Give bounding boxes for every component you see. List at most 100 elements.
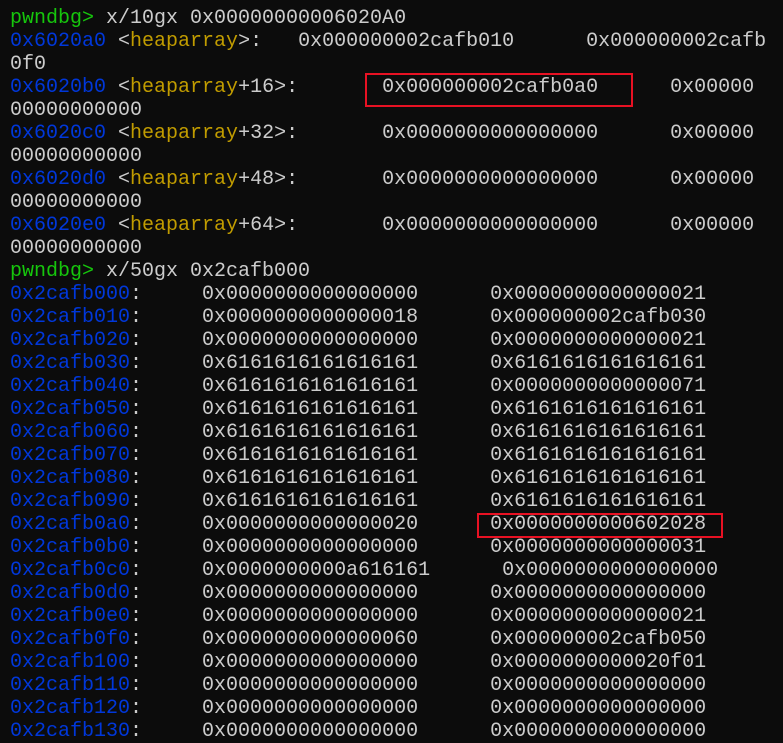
output-text: +48>: 0x0000000000000000 0x00000 <box>238 168 755 191</box>
terminal-line: 0x2cafb0d0: 0x0000000000000000 0x0000000… <box>10 582 706 605</box>
address: 0x2cafb0a0 <box>10 513 131 536</box>
output-text: : 0x6161616161616161 0x6161616161616161 <box>130 444 707 467</box>
output-text: 00000000000 <box>10 145 143 168</box>
output-text: < <box>106 168 131 191</box>
symbol: heaparray <box>130 30 239 53</box>
terminal-line: 0x2cafb090: 0x6161616161616161 0x6161616… <box>10 490 706 513</box>
terminal-line: 0x2cafb110: 0x0000000000000000 0x0000000… <box>10 674 706 697</box>
output-text: 0f0 <box>10 53 47 76</box>
terminal-line: 0x6020a0 <heaparray>: 0x000000002cafb010… <box>10 30 766 53</box>
output-text: : 0x0000000000a616161 0x0000000000000000 <box>130 559 719 582</box>
output-text: 00000000000 <box>10 237 143 260</box>
terminal-line: 0x2cafb0f0: 0x0000000000000060 0x0000000… <box>10 628 706 651</box>
terminal-line: 0x2cafb010: 0x0000000000000018 0x0000000… <box>10 306 706 329</box>
address: 0x2cafb130 <box>10 720 131 743</box>
address: 0x2cafb110 <box>10 674 131 697</box>
symbol: heaparray <box>130 76 239 99</box>
output-text: : 0x0000000000000060 0x000000002cafb050 <box>130 628 707 651</box>
output-text: 00000000000 <box>10 99 143 122</box>
terminal-line: 00000000000 <box>10 145 142 168</box>
output-text: +32>: 0x0000000000000000 0x00000 <box>238 122 755 145</box>
address: 0x2cafb050 <box>10 398 131 421</box>
output-text: : 0x6161616161616161 0x6161616161616161 <box>130 398 707 421</box>
output-text: : 0x0000000000000000 0x0000000000000021 <box>130 283 707 306</box>
output-text: 00000000000 <box>10 191 143 214</box>
symbol: heaparray <box>130 168 239 191</box>
highlight-box-heaparray-16 <box>365 73 633 107</box>
output-text: : 0x6161616161616161 0x6161616161616161 <box>130 352 707 375</box>
address: 0x2cafb080 <box>10 467 131 490</box>
symbol: heaparray <box>130 214 239 237</box>
prompt: pwndbg> <box>10 7 107 30</box>
address: 0x2cafb070 <box>10 444 131 467</box>
terminal-line: 0x2cafb080: 0x6161616161616161 0x6161616… <box>10 467 706 490</box>
terminal-line: 0x2cafb100: 0x0000000000000000 0x0000000… <box>10 651 706 674</box>
output-text: : 0x0000000000000000 0x0000000000000021 <box>130 329 707 352</box>
output-text: x/10gx 0x00000000006020A0 <box>106 7 407 30</box>
terminal-line: 0x2cafb0c0: 0x0000000000a616161 0x000000… <box>10 559 718 582</box>
terminal-line: 0x2cafb0a0: 0x0000000000000020 0x0000000… <box>10 513 706 536</box>
terminal-line: pwndbg> x/50gx 0x2cafb000 <box>10 260 310 283</box>
address: 0x6020a0 <box>10 30 107 53</box>
terminal-line: 0x2cafb070: 0x6161616161616161 0x6161616… <box>10 444 706 467</box>
symbol: heaparray <box>130 122 239 145</box>
output-text: : 0x0000000000000000 0x0000000000000000 <box>130 720 707 743</box>
terminal-line: pwndbg> x/10gx 0x00000000006020A0 <box>10 7 406 30</box>
address: 0x2cafb060 <box>10 421 131 444</box>
terminal-line: 0x6020e0 <heaparray+64>: 0x0000000000000… <box>10 214 754 237</box>
terminal-line: 0f0 <box>10 53 46 76</box>
address: 0x2cafb030 <box>10 352 131 375</box>
terminal-line: 0x2cafb050: 0x6161616161616161 0x6161616… <box>10 398 706 421</box>
terminal-line: 0x2cafb030: 0x6161616161616161 0x6161616… <box>10 352 706 375</box>
address: 0x2cafb000 <box>10 283 131 306</box>
output-text: : 0x6161616161616161 0x6161616161616161 <box>130 467 707 490</box>
output-text: : 0x6161616161616161 0x6161616161616161 <box>130 421 707 444</box>
output-text: +16>: 0x000000002cafb0a0 0x00000 <box>238 76 755 99</box>
terminal-line: 0x2cafb120: 0x0000000000000000 0x0000000… <box>10 697 706 720</box>
output-text: : 0x0000000000000020 0x0000000000602028 <box>130 513 707 536</box>
terminal-line: 0x6020c0 <heaparray+32>: 0x0000000000000… <box>10 122 754 145</box>
address: 0x2cafb0d0 <box>10 582 131 605</box>
address: 0x2cafb040 <box>10 375 131 398</box>
output-text: : 0x0000000000000000 0x0000000000020f01 <box>130 651 707 674</box>
terminal-line: 00000000000 <box>10 237 142 260</box>
output-text: x/50gx 0x2cafb000 <box>106 260 311 283</box>
output-text: : 0x0000000000000000 0x0000000000000000 <box>130 697 707 720</box>
output-text: : 0x6161616161616161 0x6161616161616161 <box>130 490 707 513</box>
address: 0x2cafb100 <box>10 651 131 674</box>
address: 0x2cafb120 <box>10 697 131 720</box>
address: 0x6020e0 <box>10 214 107 237</box>
terminal-line: 0x2cafb000: 0x0000000000000000 0x0000000… <box>10 283 706 306</box>
address: 0x2cafb0c0 <box>10 559 131 582</box>
address: 0x2cafb010 <box>10 306 131 329</box>
address: 0x2cafb0b0 <box>10 536 131 559</box>
highlight-box-fd-pointer <box>477 513 723 538</box>
output-text: < <box>106 122 131 145</box>
address: 0x6020c0 <box>10 122 107 145</box>
terminal-line: 0x2cafb060: 0x6161616161616161 0x6161616… <box>10 421 706 444</box>
address: 0x2cafb0f0 <box>10 628 131 651</box>
terminal-line: 0x2cafb0b0: 0x0000000000000000 0x0000000… <box>10 536 706 559</box>
output-text: >: 0x000000002cafb010 0x000000002cafb <box>238 30 767 53</box>
terminal-line: 0x6020d0 <heaparray+48>: 0x0000000000000… <box>10 168 754 191</box>
terminal-line: 0x2cafb0e0: 0x0000000000000000 0x0000000… <box>10 605 706 628</box>
output-text: : 0x0000000000000000 0x0000000000000021 <box>130 605 707 628</box>
output-text: < <box>106 30 131 53</box>
output-text: : 0x0000000000000000 0x0000000000000000 <box>130 582 707 605</box>
output-text: < <box>106 76 131 99</box>
terminal-line: 0x6020b0 <heaparray+16>: 0x000000002cafb… <box>10 76 754 99</box>
terminal-line: 00000000000 <box>10 99 142 122</box>
terminal-line: 0x2cafb130: 0x0000000000000000 0x0000000… <box>10 720 706 743</box>
address: 0x2cafb090 <box>10 490 131 513</box>
terminal-line: 0x2cafb020: 0x0000000000000000 0x0000000… <box>10 329 706 352</box>
terminal-line: 0x2cafb040: 0x6161616161616161 0x0000000… <box>10 375 706 398</box>
address: 0x2cafb0e0 <box>10 605 131 628</box>
output-text: < <box>106 214 131 237</box>
address: 0x6020d0 <box>10 168 107 191</box>
address: 0x6020b0 <box>10 76 107 99</box>
output-text: : 0x0000000000000000 0x0000000000000000 <box>130 674 707 697</box>
terminal-line: 00000000000 <box>10 191 142 214</box>
address: 0x2cafb020 <box>10 329 131 352</box>
output-text: : 0x0000000000000000 0x0000000000000031 <box>130 536 707 559</box>
prompt: pwndbg> <box>10 260 107 283</box>
